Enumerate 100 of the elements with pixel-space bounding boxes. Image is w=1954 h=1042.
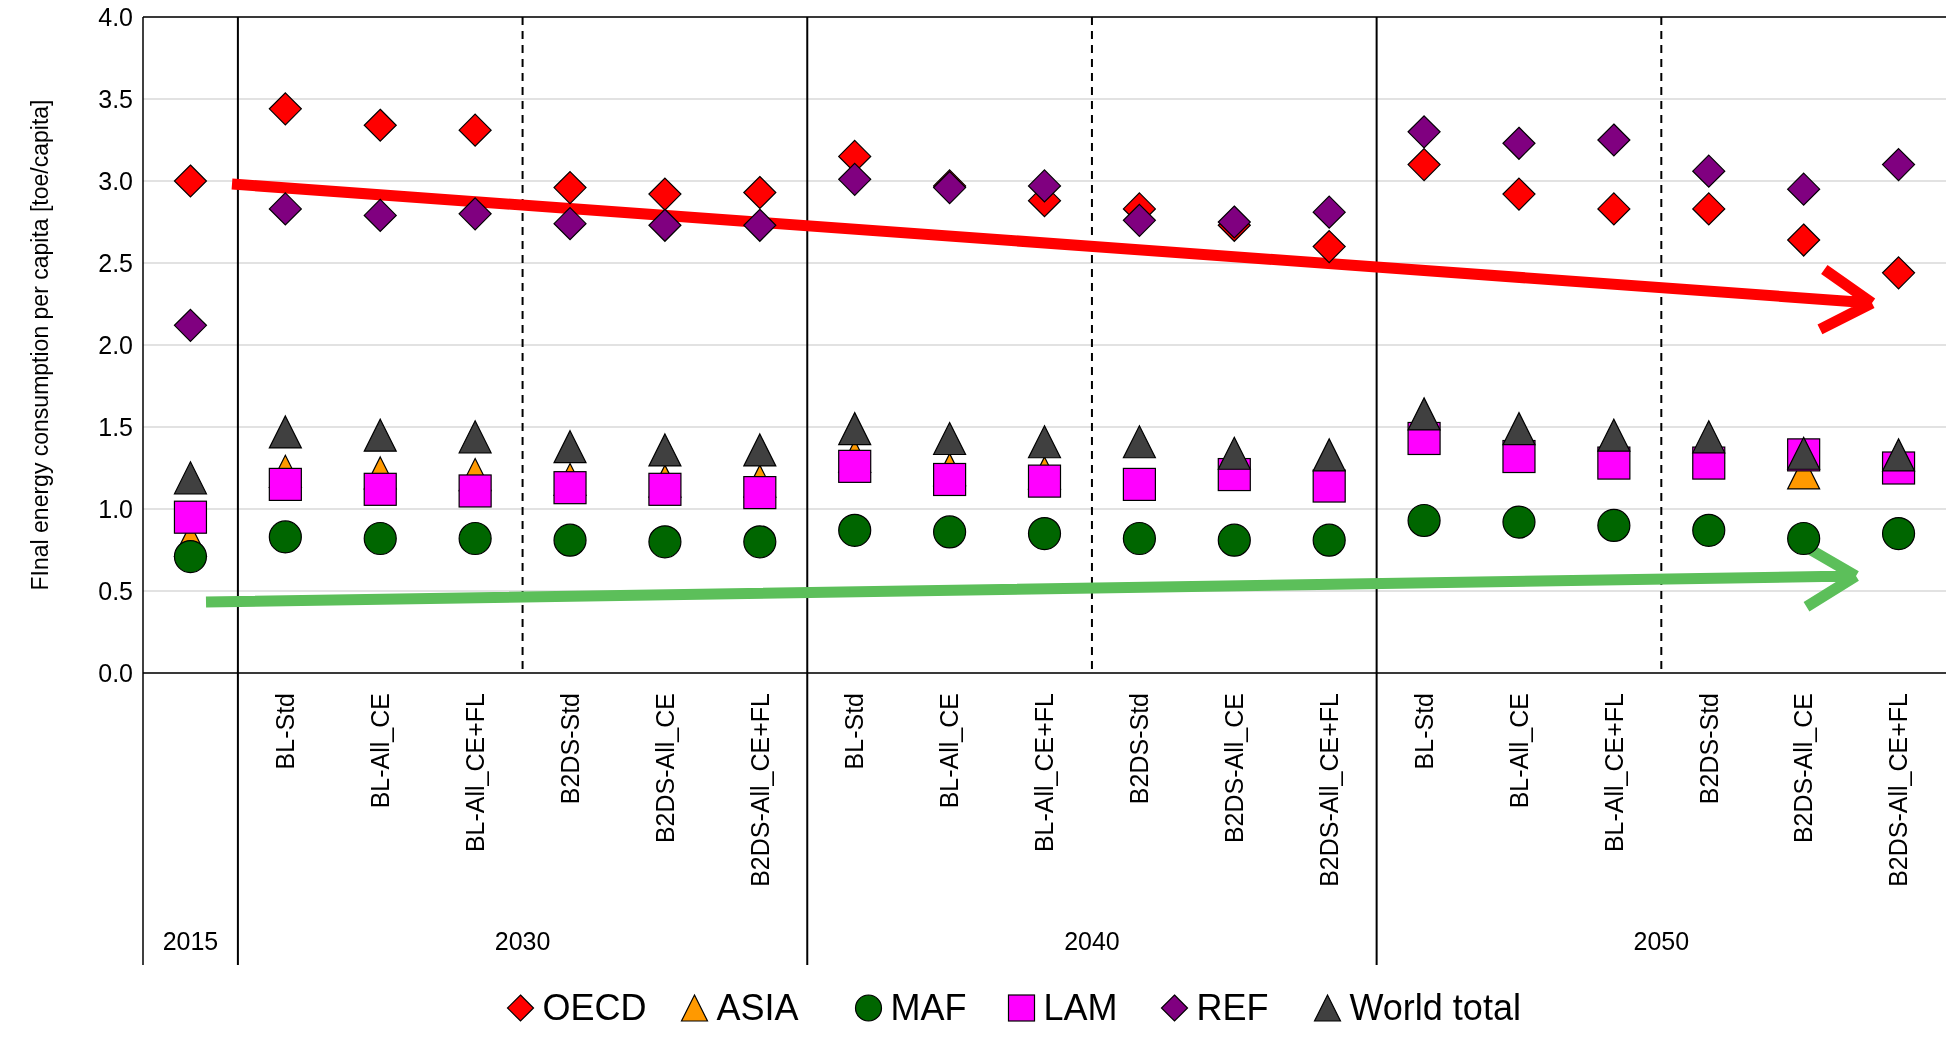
point (458, 420, 492, 454)
point (1597, 508, 1631, 542)
y-tick-label: 0.5 (98, 576, 133, 605)
y-tick-label: 3.0 (98, 166, 133, 195)
point (1692, 192, 1726, 226)
point (838, 412, 872, 446)
point (173, 539, 208, 574)
point (1597, 123, 1631, 157)
point (173, 461, 208, 495)
point (838, 513, 872, 547)
y-tick-label: 3.5 (98, 84, 133, 113)
x-tick-label: BL-All_CE (365, 693, 394, 809)
y-tick-label: 2.5 (98, 248, 133, 277)
text: 2050 (1633, 927, 1690, 955)
point (648, 525, 682, 559)
point (1122, 425, 1156, 459)
x-tick-label: B2DS-All_CE+FL (1884, 692, 1913, 887)
point (1692, 154, 1726, 188)
point (268, 415, 302, 449)
point (743, 476, 777, 510)
x-tick-label: BL-Std (1409, 693, 1438, 770)
point (1027, 464, 1062, 498)
point (553, 471, 587, 505)
point (268, 92, 302, 126)
text: 2040 (1064, 927, 1120, 955)
y-tick-label: 4.0 (98, 2, 133, 31)
x-tick-label: BL-All_CE+FL (460, 692, 489, 853)
point (743, 175, 777, 210)
point (553, 170, 587, 205)
point (1312, 469, 1346, 503)
point (363, 108, 397, 142)
point (363, 198, 397, 233)
point (1217, 523, 1251, 557)
y-tick-label: 0.0 (98, 658, 133, 687)
point (648, 177, 682, 211)
x-tick-label: BL-Std (840, 693, 869, 770)
x-tick-label: BL-All_CE (1504, 693, 1533, 809)
point (268, 467, 302, 501)
point (933, 515, 967, 549)
point (1597, 192, 1631, 226)
point (648, 208, 682, 242)
point (1502, 505, 1536, 539)
point (743, 433, 777, 467)
point (173, 164, 208, 198)
point (1407, 503, 1441, 538)
point (1407, 397, 1441, 431)
x-tick-label: BL-All_CE (935, 693, 964, 809)
y-tick-label: 1.0 (98, 494, 133, 523)
point (1787, 172, 1821, 206)
text: 2015 (162, 927, 219, 955)
point (458, 521, 492, 556)
point (1692, 513, 1726, 547)
point (1312, 195, 1346, 229)
y-tick-label: 2.0 (98, 330, 133, 359)
x-tick-label: B2DS-All_CE (650, 693, 679, 844)
point (1122, 203, 1156, 237)
point (1787, 223, 1821, 257)
legend-label: REF (1196, 987, 1269, 1028)
point (1881, 517, 1916, 551)
point (1881, 148, 1916, 182)
x-tick-label: B2DS-Std (555, 693, 584, 805)
point (1881, 438, 1916, 472)
x-tick-label: B2DS-Std (1694, 693, 1723, 805)
point (1502, 177, 1536, 211)
legend-label: ASIA (716, 987, 799, 1028)
x-tick-label: BL-All_CE+FL (1030, 692, 1059, 853)
legend-label: MAF (890, 987, 967, 1028)
point (1122, 467, 1156, 501)
point (1027, 425, 1062, 459)
point (458, 113, 492, 147)
point (648, 472, 682, 506)
point (1027, 517, 1062, 551)
point (1122, 521, 1156, 556)
point (1407, 115, 1441, 149)
y-axis-title: FInal energy consumption per capita [toe/capita] (27, 99, 54, 591)
point (1312, 230, 1346, 264)
x-tick-label: B2DS-All_CE+FL (745, 692, 774, 887)
x-tick-label: BL-Std (271, 693, 300, 770)
point (553, 523, 587, 557)
point (1502, 412, 1536, 446)
point (1502, 126, 1536, 160)
point (838, 449, 872, 483)
x-tick-label: B2DS-All_CE+FL (1314, 692, 1343, 887)
point (458, 197, 492, 231)
point (1312, 438, 1346, 472)
point (648, 433, 682, 467)
text: 2030 (494, 927, 551, 955)
point (363, 418, 397, 452)
point (268, 520, 302, 554)
point (1787, 521, 1821, 556)
point (363, 472, 397, 506)
point (838, 162, 872, 196)
point (553, 207, 587, 241)
x-tick-label: BL-All_CE+FL (1599, 692, 1628, 853)
x-tick-label: B2DS-All_CE (1220, 693, 1249, 844)
point (1407, 148, 1441, 182)
point (743, 525, 777, 559)
point (458, 474, 492, 508)
point (743, 208, 777, 242)
point (933, 421, 967, 456)
